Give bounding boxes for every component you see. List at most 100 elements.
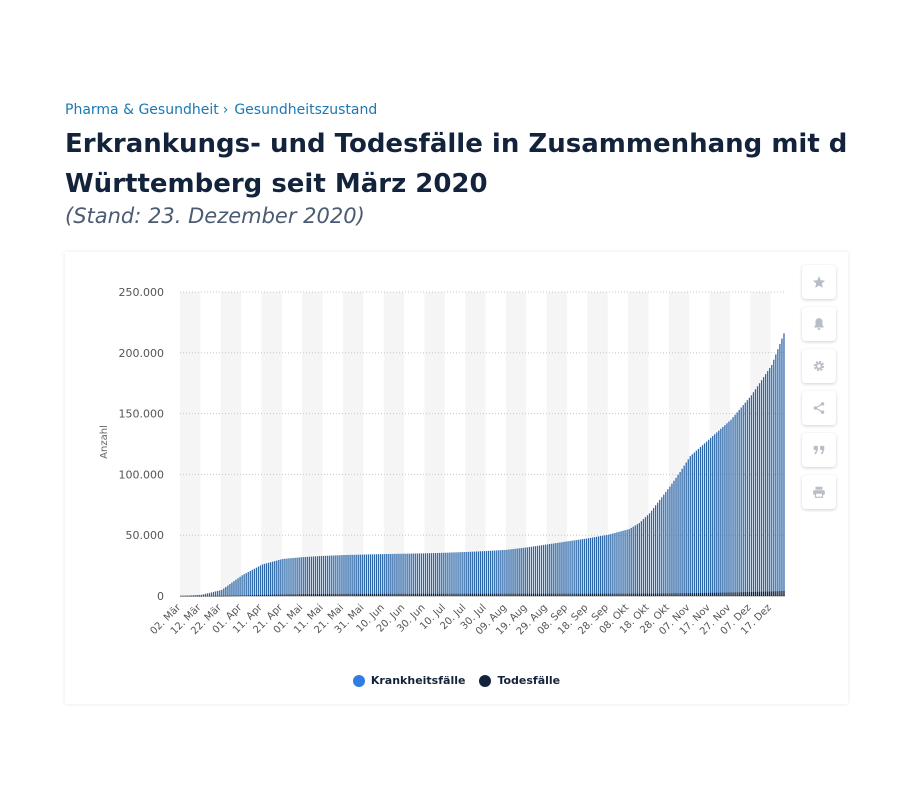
bar-krankheitsfaelle[interactable] [467,551,469,596]
bar-krankheitsfaelle[interactable] [756,386,759,596]
bar-todesfaelle[interactable] [447,593,449,596]
bar-todesfaelle[interactable] [555,593,557,596]
bar-krankheitsfaelle[interactable] [373,554,376,596]
bar-krankheitsfaelle[interactable] [777,349,779,596]
bar-krankheitsfaelle[interactable] [646,515,649,596]
bar-todesfaelle[interactable] [532,593,535,596]
bar-todesfaelle[interactable] [186,595,188,597]
bar-krankheitsfaelle[interactable] [225,587,227,596]
bar-todesfaelle[interactable] [380,593,382,596]
bar-krankheitsfaelle[interactable] [251,569,253,596]
bar-todesfaelle[interactable] [579,593,581,596]
bar-todesfaelle[interactable] [728,592,730,596]
bar-krankheitsfaelle[interactable] [198,594,200,596]
bar-todesfaelle[interactable] [432,593,435,596]
bar-krankheitsfaelle[interactable] [528,547,530,596]
bar-krankheitsfaelle[interactable] [730,419,732,596]
bar-krankheitsfaelle[interactable] [382,554,384,596]
bar-todesfaelle[interactable] [648,593,651,596]
bar-krankheitsfaelle[interactable] [498,550,500,596]
bar-todesfaelle[interactable] [373,593,376,596]
bar-todesfaelle[interactable] [667,593,669,596]
bar-todesfaelle[interactable] [699,593,702,596]
bar-krankheitsfaelle[interactable] [522,547,524,596]
bar-krankheitsfaelle[interactable] [261,564,264,596]
bar-todesfaelle[interactable] [475,593,478,596]
bar-krankheitsfaelle[interactable] [302,557,304,596]
bar-krankheitsfaelle[interactable] [475,551,478,596]
bar-todesfaelle[interactable] [540,593,543,596]
bar-krankheitsfaelle[interactable] [363,554,365,596]
bar-krankheitsfaelle[interactable] [736,412,738,596]
bar-todesfaelle[interactable] [701,592,704,596]
bar-krankheitsfaelle[interactable] [659,499,661,596]
bar-todesfaelle[interactable] [726,592,728,596]
bar-krankheitsfaelle[interactable] [447,552,449,596]
bar-krankheitsfaelle[interactable] [221,589,223,596]
bar-todesfaelle[interactable] [632,593,634,596]
bar-krankheitsfaelle[interactable] [343,555,345,596]
bar-todesfaelle[interactable] [514,593,516,596]
bar-todesfaelle[interactable] [492,593,494,596]
bar-todesfaelle[interactable] [618,593,620,596]
bar-todesfaelle[interactable] [316,593,319,596]
bar-krankheitsfaelle[interactable] [369,554,372,596]
bar-krankheitsfaelle[interactable] [681,468,683,596]
bar-krankheitsfaelle[interactable] [233,581,235,596]
bar-todesfaelle[interactable] [318,593,321,596]
bar-todesfaelle[interactable] [518,593,520,596]
bar-todesfaelle[interactable] [760,591,763,596]
bar-todesfaelle[interactable] [661,593,663,596]
bar-krankheitsfaelle[interactable] [441,552,443,596]
bar-krankheitsfaelle[interactable] [420,553,423,596]
bar-todesfaelle[interactable] [308,594,310,596]
bar-todesfaelle[interactable] [773,591,775,596]
bar-todesfaelle[interactable] [408,593,410,596]
bar-krankheitsfaelle[interactable] [665,491,667,596]
bar-todesfaelle[interactable] [771,591,773,596]
bar-todesfaelle[interactable] [604,593,606,596]
bar-todesfaelle[interactable] [180,596,182,597]
bar-todesfaelle[interactable] [426,593,429,596]
bar-todesfaelle[interactable] [748,592,750,596]
bar-krankheitsfaelle[interactable] [272,561,274,596]
bar-todesfaelle[interactable] [363,593,365,596]
favorite-button[interactable] [802,265,836,299]
bar-todesfaelle[interactable] [769,591,771,596]
bar-todesfaelle[interactable] [202,595,205,597]
bar-todesfaelle[interactable] [754,591,757,596]
bar-todesfaelle[interactable] [606,593,608,596]
bar-krankheitsfaelle[interactable] [192,595,194,596]
bar-krankheitsfaelle[interactable] [229,584,231,596]
bar-krankheitsfaelle[interactable] [640,521,643,596]
bar-krankheitsfaelle[interactable] [593,537,596,596]
bar-krankheitsfaelle[interactable] [426,553,429,596]
bar-krankheitsfaelle[interactable] [502,550,504,596]
bar-krankheitsfaelle[interactable] [610,534,612,596]
bar-krankheitsfaelle[interactable] [210,592,213,596]
bar-todesfaelle[interactable] [752,591,755,596]
legend-item-todesfaelle[interactable]: Todesfälle [479,674,560,687]
bar-todesfaelle[interactable] [758,591,761,596]
bar-todesfaelle[interactable] [756,591,759,596]
bar-todesfaelle[interactable] [276,594,278,596]
bar-todesfaelle[interactable] [477,593,480,596]
bar-krankheitsfaelle[interactable] [445,552,447,596]
bar-todesfaelle[interactable] [435,593,437,596]
bar-todesfaelle[interactable] [616,593,618,596]
bar-krankheitsfaelle[interactable] [716,432,718,596]
bar-todesfaelle[interactable] [561,593,563,596]
bar-krankheitsfaelle[interactable] [671,483,673,596]
bar-krankheitsfaelle[interactable] [500,550,502,596]
bar-krankheitsfaelle[interactable] [318,556,321,596]
bar-krankheitsfaelle[interactable] [349,554,351,596]
bar-todesfaelle[interactable] [534,593,537,596]
bar-todesfaelle[interactable] [569,593,571,596]
bar-todesfaelle[interactable] [732,592,734,596]
bar-todesfaelle[interactable] [182,595,184,597]
bar-todesfaelle[interactable] [437,593,439,596]
bar-krankheitsfaelle[interactable] [196,595,198,596]
bar-todesfaelle[interactable] [461,593,463,596]
bar-todesfaelle[interactable] [265,594,268,596]
bar-krankheitsfaelle[interactable] [322,555,325,596]
